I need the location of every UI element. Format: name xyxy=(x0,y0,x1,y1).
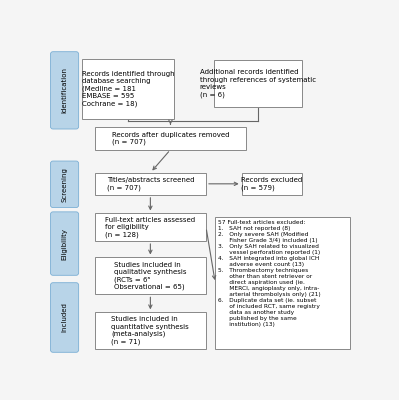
FancyBboxPatch shape xyxy=(214,60,302,106)
Text: Full-text articles assessed
for eligibility
(n = 128): Full-text articles assessed for eligibil… xyxy=(105,217,196,238)
Text: 57 Full-text articles excluded:
1.   SAH not reported (8)
2.   Only severe SAH (: 57 Full-text articles excluded: 1. SAH n… xyxy=(218,220,321,327)
FancyBboxPatch shape xyxy=(95,173,206,195)
FancyBboxPatch shape xyxy=(95,312,206,349)
FancyBboxPatch shape xyxy=(215,217,350,349)
Text: Screening: Screening xyxy=(61,167,67,202)
FancyBboxPatch shape xyxy=(51,52,79,129)
FancyBboxPatch shape xyxy=(82,59,174,119)
Text: Additional records identified
through references of systematic
reviews
(n = 6): Additional records identified through re… xyxy=(200,69,316,98)
FancyBboxPatch shape xyxy=(95,258,206,294)
Text: Records identified through
database searching
(Medline = 181
EMBASE = 595
Cochra: Records identified through database sear… xyxy=(82,71,174,107)
Text: Records excluded
(n = 579): Records excluded (n = 579) xyxy=(241,177,302,191)
FancyBboxPatch shape xyxy=(95,213,206,241)
FancyBboxPatch shape xyxy=(95,128,246,150)
FancyBboxPatch shape xyxy=(51,161,79,208)
Text: Studies included in
quantitative synthesis
(meta-analysis)
(n = 71): Studies included in quantitative synthes… xyxy=(111,316,189,345)
Text: Eligibility: Eligibility xyxy=(61,228,67,260)
FancyBboxPatch shape xyxy=(51,283,79,352)
Text: Included: Included xyxy=(61,302,67,332)
Text: Identification: Identification xyxy=(61,67,67,113)
FancyBboxPatch shape xyxy=(51,212,79,275)
FancyBboxPatch shape xyxy=(242,173,302,195)
Text: Records after duplicates removed
(n = 707): Records after duplicates removed (n = 70… xyxy=(112,132,229,146)
Text: Studies included in
qualitative synthesis
(RCTs = 6ᵃ
Observational = 65): Studies included in qualitative synthesi… xyxy=(114,262,187,290)
Text: Titles/abstracts screened
(n = 707): Titles/abstracts screened (n = 707) xyxy=(107,177,194,191)
